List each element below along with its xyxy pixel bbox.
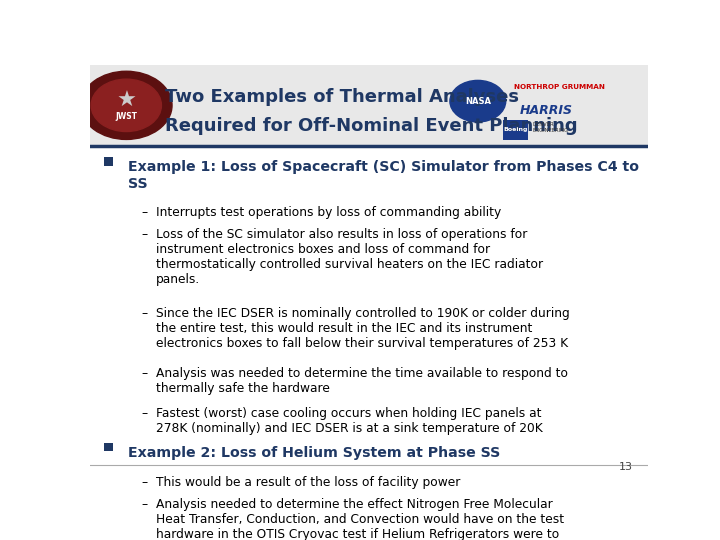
Text: NASA: NASA [465,97,491,106]
Text: Fastest (worst) case cooling occurs when holding IEC panels at
278K (nominally) : Fastest (worst) case cooling occurs when… [156,407,543,435]
Text: Analysis needed to determine the effect Nitrogen Free Molecular
Heat Transfer, C: Analysis needed to determine the effect … [156,498,564,540]
Text: –: – [142,367,148,380]
Text: Interrupts test operations by loss of commanding ability: Interrupts test operations by loss of co… [156,206,501,219]
Text: Analysis was needed to determine the time available to respond to
thermally safe: Analysis was needed to determine the tim… [156,367,568,395]
Text: Since the IEC DSER is nominally controlled to 190K or colder during
the entire t: Since the IEC DSER is nominally controll… [156,307,570,350]
Text: Two Examples of Thermal Analyses: Two Examples of Thermal Analyses [166,87,519,106]
FancyBboxPatch shape [104,157,113,166]
Circle shape [81,71,172,139]
Text: –: – [142,228,148,241]
Circle shape [450,80,505,122]
Circle shape [91,79,161,132]
Text: HARRIS: HARRIS [520,104,572,117]
FancyBboxPatch shape [503,120,528,140]
Text: Boeing: Boeing [503,127,527,132]
Text: Loss of the SC simulator also results in loss of operations for
instrument elect: Loss of the SC simulator also results in… [156,228,543,286]
Text: Required for Off-Nominal Event Planning: Required for Off-Nominal Event Planning [166,117,578,135]
FancyBboxPatch shape [90,65,648,146]
Text: JWST: JWST [115,112,138,122]
Text: This would be a result of the loss of facility power: This would be a result of the loss of fa… [156,476,460,489]
Text: –: – [142,407,148,421]
Text: DENVER
ENGINEERING: DENVER ENGINEERING [533,122,569,132]
Text: ★: ★ [116,91,136,111]
FancyBboxPatch shape [104,442,113,451]
Text: NORTHROP GRUMMAN: NORTHROP GRUMMAN [514,84,605,90]
Text: Example 2: Loss of Helium System at Phase SS: Example 2: Loss of Helium System at Phas… [128,446,500,460]
Text: –: – [142,307,148,320]
Text: –: – [142,498,148,511]
Text: –: – [142,476,148,489]
Text: 13: 13 [618,462,632,472]
Text: SS: SS [128,177,148,191]
Text: Example 1: Loss of Spacecraft (SC) Simulator from Phases C4 to: Example 1: Loss of Spacecraft (SC) Simul… [128,160,639,174]
Text: –: – [142,206,148,219]
